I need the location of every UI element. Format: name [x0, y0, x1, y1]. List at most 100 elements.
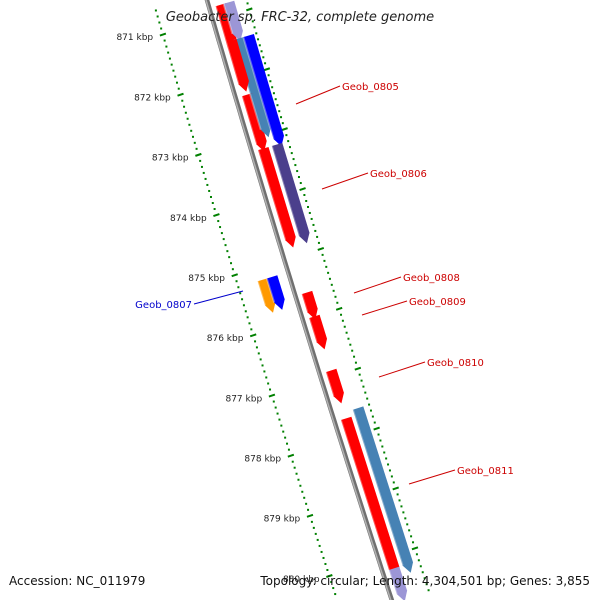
right-scale-dot — [276, 104, 279, 107]
right-scale-dot — [369, 409, 372, 412]
gene-feature — [226, 39, 249, 92]
right-scale-dot — [310, 217, 313, 220]
left-scale-dot — [255, 346, 258, 349]
right-scale-tick — [373, 426, 380, 431]
left-scale-tick — [195, 152, 202, 157]
left-scale-dot — [257, 352, 260, 355]
right-scale-dot — [299, 182, 302, 185]
right-scale-dot — [364, 391, 367, 394]
right-scale-dot — [354, 361, 357, 364]
right-scale-dot — [274, 98, 277, 101]
left-scale-dot — [284, 436, 287, 439]
right-scale-dot — [412, 541, 415, 544]
left-scale-dot — [259, 358, 262, 361]
gene-features — [214, 0, 413, 600]
left-scale-dot — [322, 556, 325, 559]
leader-line — [408, 469, 456, 485]
right-scale-tick — [411, 546, 419, 551]
leader-line — [295, 85, 341, 105]
left-scale-dot — [324, 562, 327, 565]
right-scale-dot — [317, 241, 320, 244]
right-scale-dot — [281, 122, 284, 125]
left-scale-dot — [193, 141, 196, 144]
left-scale-dot — [254, 340, 257, 343]
left-scale-dot — [320, 550, 323, 553]
right-scale-tick — [281, 127, 288, 132]
right-scale-dot — [257, 38, 260, 41]
right-scale-dot — [340, 313, 343, 316]
left-scale-dot — [237, 286, 240, 289]
kbp-label: 880 kbp — [283, 575, 320, 585]
left-scale-dot — [217, 220, 220, 223]
right-scale-tick — [354, 366, 362, 371]
right-scale-tick — [317, 246, 325, 251]
right-scale-dot — [408, 529, 411, 532]
right-scale-tick — [335, 306, 343, 311]
right-scale-dot — [351, 349, 354, 352]
left-scale-dot — [200, 165, 203, 168]
left-scale-tick — [249, 333, 257, 338]
left-scale-dot — [278, 418, 281, 421]
gene-label: Geob_0805 — [342, 82, 399, 93]
left-scale-dot — [265, 376, 268, 379]
right-scale-dot — [390, 475, 393, 478]
feature-highlight — [225, 41, 240, 85]
feature-highlight — [240, 95, 258, 145]
right-scale-dot — [258, 44, 261, 47]
right-scale-dot — [328, 277, 331, 280]
right-scale-dot — [368, 403, 371, 406]
kbp-label: 872 kbp — [134, 93, 171, 103]
left-scale-dot — [310, 520, 313, 523]
right-scale-dot — [349, 343, 352, 346]
feature-highlight — [339, 419, 390, 571]
left-scale-dot — [202, 171, 205, 174]
right-scale-tick — [299, 187, 306, 191]
feature-highlight — [300, 293, 309, 313]
right-scale-dot — [353, 355, 356, 358]
left-scale-dot — [224, 244, 227, 247]
left-scale-dot — [190, 129, 193, 132]
left-scale-tick — [159, 32, 167, 37]
left-scale-tick — [213, 213, 220, 217]
right-scale-dot — [392, 481, 395, 484]
left-scale-dot — [314, 532, 317, 535]
left-scale-dot — [181, 99, 184, 102]
left-scale-dot — [291, 460, 294, 463]
right-scale-dot — [415, 553, 418, 556]
gene-feature — [340, 416, 400, 578]
right-scale-dot — [292, 158, 295, 161]
right-scale-dot — [267, 74, 270, 77]
right-scale-dot — [402, 511, 405, 514]
feature-highlight — [324, 371, 335, 397]
right-scale-dot — [314, 229, 317, 232]
left-scale-dot — [244, 310, 247, 313]
right-scale-dot — [251, 20, 254, 23]
left-scale-tick — [268, 393, 276, 398]
left-scale-dot — [195, 147, 198, 150]
gene-label: Geob_0806 — [370, 169, 427, 180]
right-scale-dot — [336, 301, 339, 304]
feature-highlight — [256, 281, 266, 306]
left-scale-dot — [250, 328, 253, 331]
left-scale-tick — [287, 453, 295, 458]
right-scale-dot — [285, 134, 288, 137]
right-scale-dot — [388, 469, 391, 472]
kbp-label: 876 kbp — [207, 334, 244, 344]
right-scale-dot — [425, 583, 428, 586]
right-scale-dot — [334, 295, 337, 298]
leader-line — [193, 290, 244, 305]
scale-tracks — [154, 2, 430, 596]
right-scale-dot — [371, 415, 374, 418]
feature-highlight — [270, 145, 300, 237]
kbp-label: 877 kbp — [225, 394, 262, 404]
gene-feature — [243, 34, 270, 99]
feature-highlight — [351, 409, 404, 566]
kbp-label: 878 kbp — [244, 454, 281, 464]
kbp-label: 873 kbp — [152, 154, 189, 164]
kbp-label: 879 kbp — [264, 515, 301, 525]
left-scale-dot — [170, 63, 173, 66]
right-scale-dot — [288, 146, 291, 149]
right-scale-dot — [343, 325, 346, 328]
gene-feature — [266, 275, 285, 310]
